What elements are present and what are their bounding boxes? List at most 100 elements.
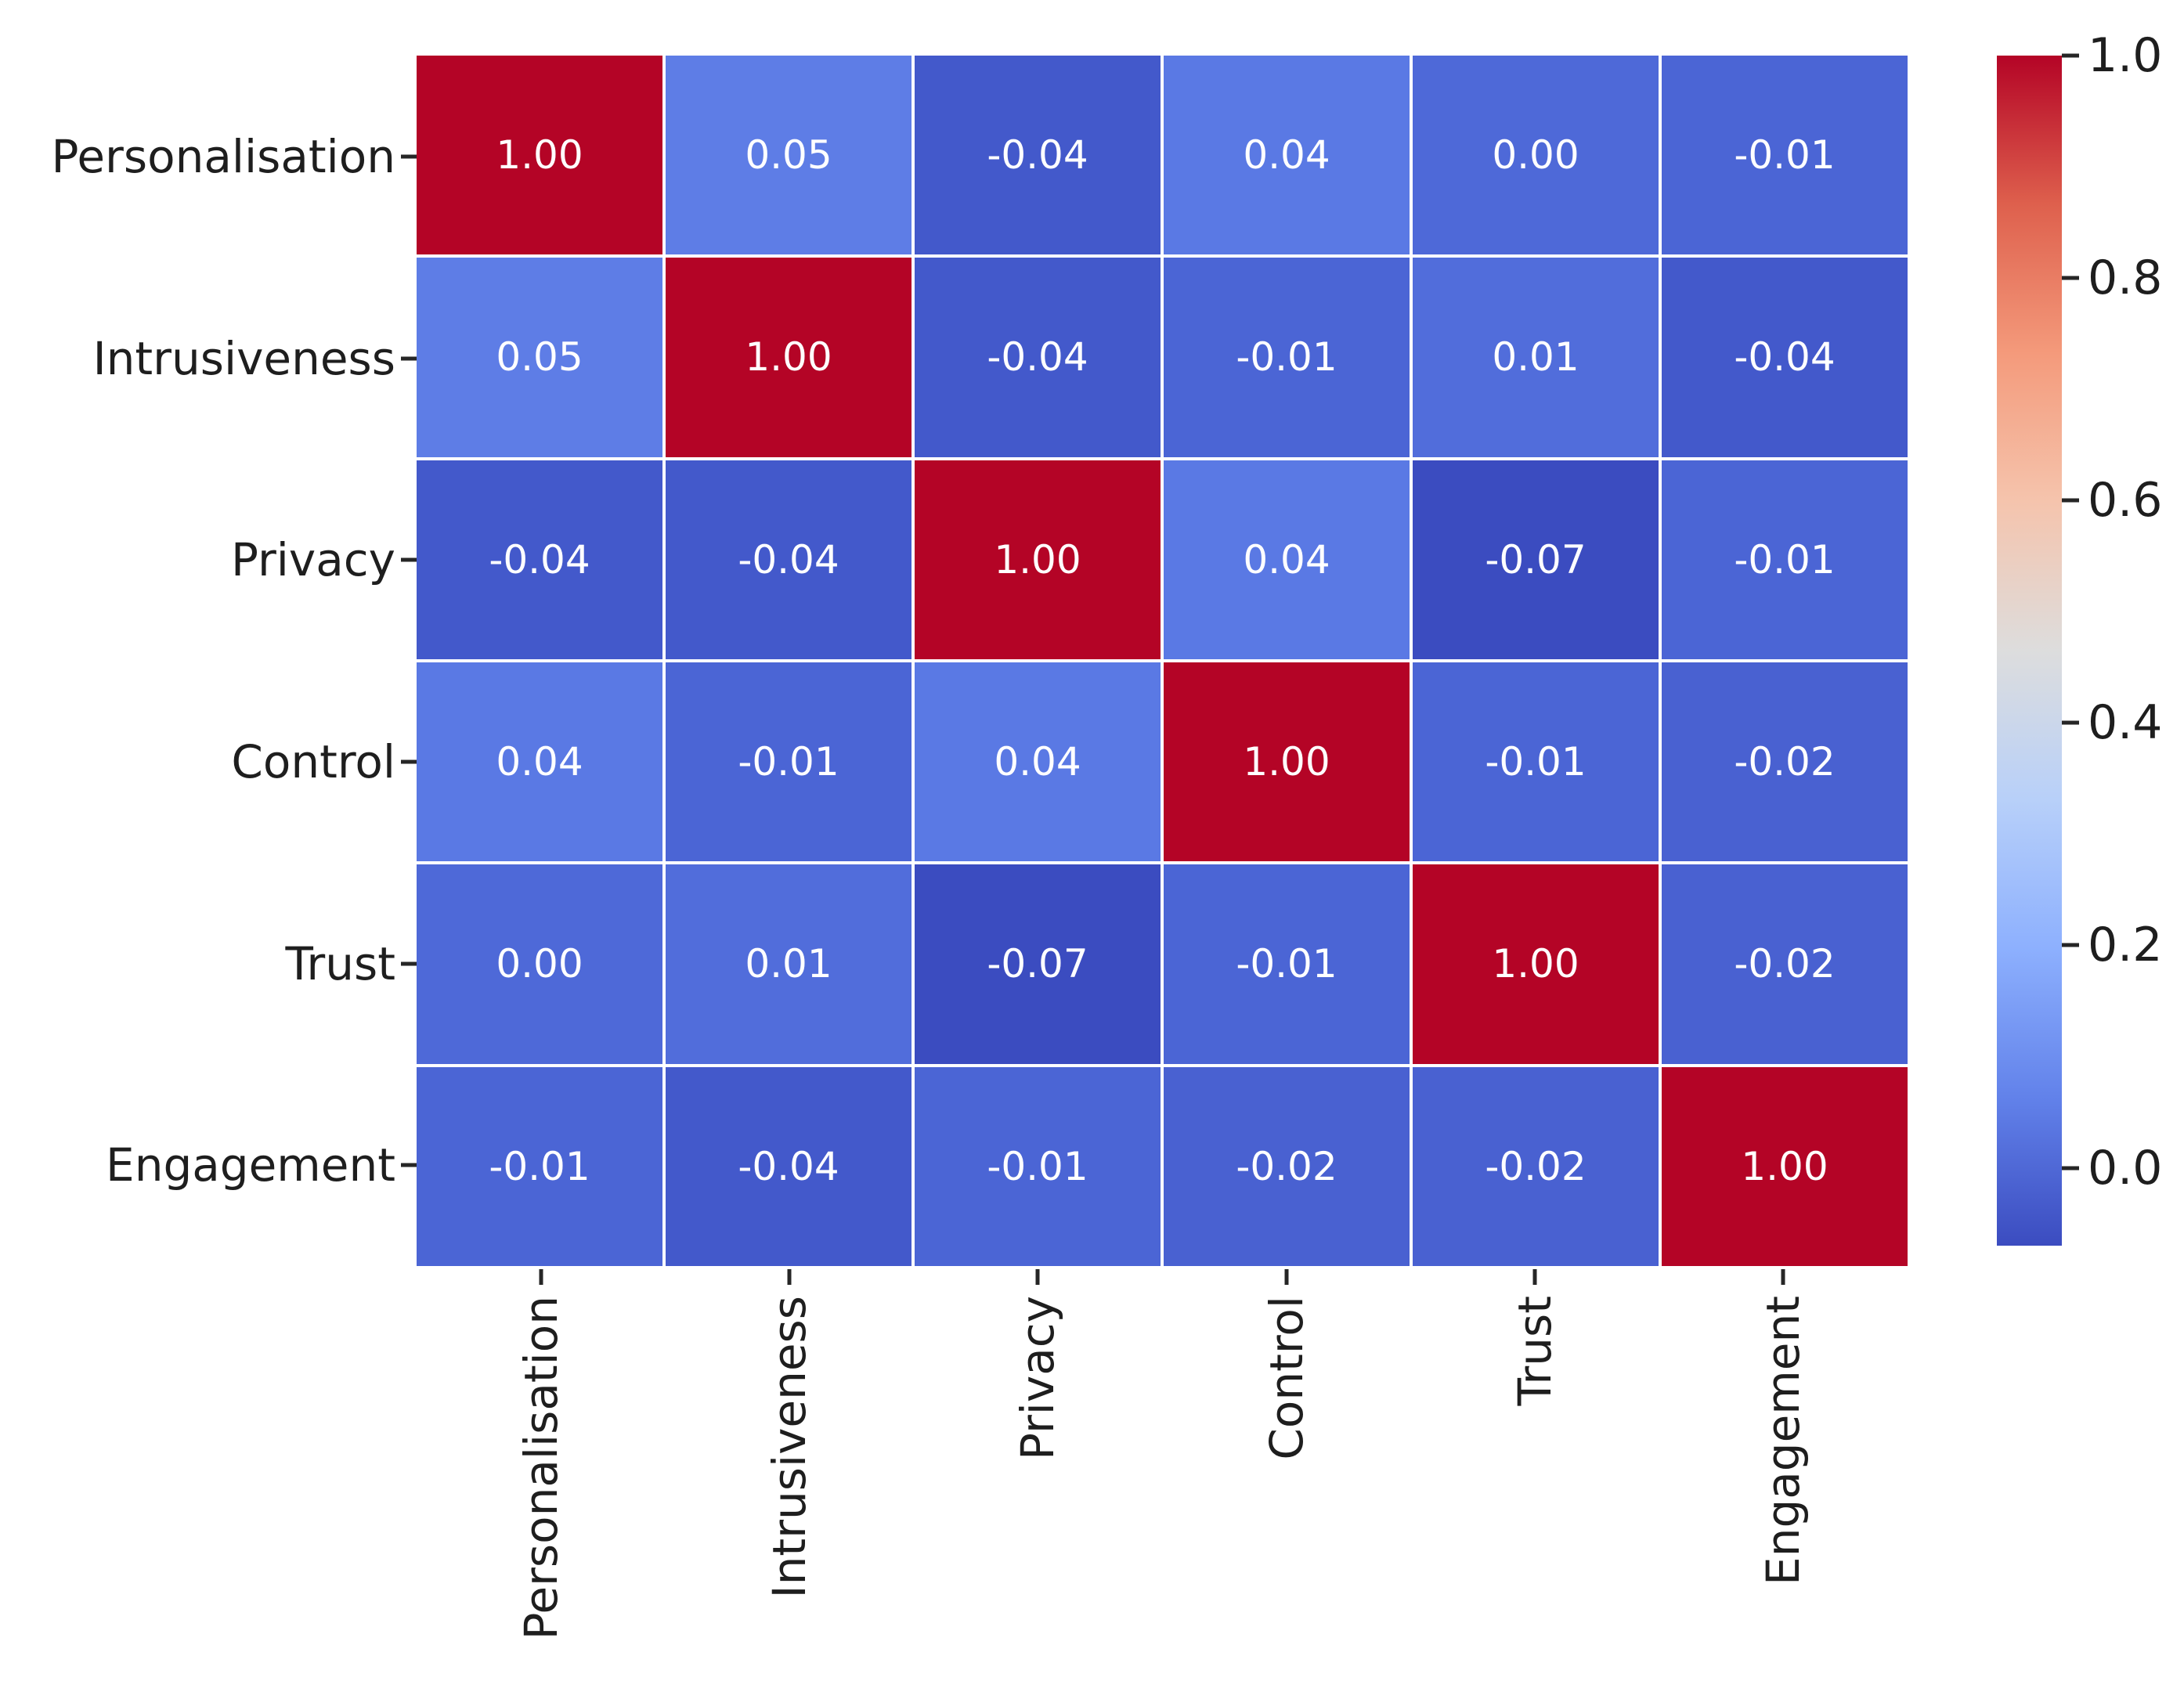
x-tick-mark — [1532, 1269, 1537, 1285]
x-tick-mark — [1781, 1269, 1785, 1285]
colorbar-tick-label-0.6: 0.6 — [2088, 473, 2163, 528]
colorbar-tick-mark — [2062, 720, 2079, 725]
heatmap-cell-Privacy-Trust: -0.07 — [1413, 460, 1659, 659]
heatmap-cell-Trust-Intrusiveness: 0.01 — [666, 864, 912, 1064]
y-tick-mark — [401, 356, 417, 360]
heatmap-cell-value: -0.04 — [987, 334, 1088, 381]
heatmap-cell-Personalisation-Trust: 0.00 — [1413, 56, 1659, 255]
heatmap-cell-Control-Intrusiveness: -0.01 — [666, 662, 912, 862]
heatmap-cell-value: -0.01 — [1734, 132, 1836, 179]
heatmap-cell-Trust-Privacy: -0.07 — [915, 864, 1161, 1064]
heatmap-cell-Intrusiveness-Personalisation: 0.05 — [417, 258, 662, 457]
heatmap-cell-Personalisation-Privacy: -0.04 — [915, 56, 1161, 255]
heatmap-cell-Personalisation-Intrusiveness: 0.05 — [666, 56, 912, 255]
colorbar-gradient — [1997, 56, 2062, 1246]
heatmap-cell-value: 1.00 — [1243, 739, 1330, 785]
heatmap-cell-value: -0.07 — [1485, 536, 1587, 583]
x-tick-mark — [1284, 1269, 1289, 1285]
y-axis-label-engagement: Engagement — [106, 1138, 395, 1192]
heatmap-grid: 1.00 0.05 -0.04 0.04 0.00 -0.01 0.05 1.00 -0.04 -… — [417, 56, 1908, 1266]
heatmap-cell-value: 0.04 — [1243, 132, 1330, 179]
heatmap-cell-Trust-Engagement: -0.02 — [1662, 864, 1908, 1064]
heatmap-cell-Engagement-Intrusiveness: -0.04 — [666, 1066, 912, 1266]
y-axis-label-trust: Trust — [285, 936, 395, 990]
x-axis-label-personalisation: Personalisation — [514, 1296, 568, 1640]
heatmap-cell-value: -0.04 — [738, 536, 839, 583]
heatmap-cell-value: -0.01 — [738, 739, 839, 785]
y-tick-mark — [401, 154, 417, 159]
heatmap-cell-value: -0.02 — [1485, 1143, 1587, 1189]
x-tick-mark — [787, 1269, 792, 1285]
heatmap-cell-value: -0.07 — [987, 941, 1088, 987]
y-tick-mark — [401, 1163, 417, 1167]
x-axis-label-engagement: Engagement — [1756, 1296, 1810, 1585]
heatmap-cell-value: 1.00 — [994, 536, 1081, 583]
y-axis-label-privacy: Privacy — [231, 533, 395, 587]
heatmap-cell-Control-Control: 1.00 — [1164, 662, 1410, 862]
heatmap-cell-Intrusiveness-Privacy: -0.04 — [915, 258, 1161, 457]
heatmap-cell-value: 0.04 — [994, 739, 1081, 785]
heatmap-cell-Control-Personalisation: 0.04 — [417, 662, 662, 862]
colorbar-tick-label-0.0: 0.0 — [2088, 1140, 2163, 1196]
heatmap-cell-Trust-Personalisation: 0.00 — [417, 864, 662, 1064]
heatmap-cell-Privacy-Privacy: 1.00 — [915, 460, 1161, 659]
y-tick-mark — [401, 961, 417, 965]
heatmap-cell-value: 0.01 — [745, 941, 832, 987]
colorbar-tick-label-0.8: 0.8 — [2088, 251, 2163, 306]
heatmap-cell-Engagement-Engagement: 1.00 — [1662, 1066, 1908, 1266]
heatmap-cell-Engagement-Privacy: -0.01 — [915, 1066, 1161, 1266]
heatmap-cell-value: 0.00 — [1492, 132, 1579, 179]
colorbar-tick-mark — [2062, 498, 2079, 503]
heatmap-cell-Privacy-Engagement: -0.01 — [1662, 460, 1908, 659]
heatmap-cell-value: 0.05 — [496, 334, 583, 381]
x-axis-label-privacy: Privacy — [1011, 1296, 1065, 1460]
heatmap-cell-value: -0.01 — [489, 1143, 590, 1189]
heatmap-cell-value: -0.02 — [1734, 739, 1836, 785]
heatmap-cell-value: -0.01 — [1734, 536, 1836, 583]
heatmap-cell-value: 1.00 — [745, 334, 832, 381]
heatmap-cell-value: 0.00 — [496, 941, 583, 987]
x-axis-label-trust: Trust — [1508, 1296, 1561, 1406]
heatmap-cell-Privacy-Control: 0.04 — [1164, 460, 1410, 659]
heatmap-cell-value: 1.00 — [496, 132, 583, 179]
heatmap-cell-value: -0.01 — [1236, 941, 1337, 987]
heatmap-cell-Privacy-Personalisation: -0.04 — [417, 460, 662, 659]
heatmap-cell-Privacy-Intrusiveness: -0.04 — [666, 460, 912, 659]
heatmap-cell-Intrusiveness-Intrusiveness: 1.00 — [666, 258, 912, 457]
heatmap-cell-Engagement-Personalisation: -0.01 — [417, 1066, 662, 1266]
colorbar-tick-mark — [2062, 53, 2079, 58]
heatmap-cell-Personalisation-Personalisation: 1.00 — [417, 56, 662, 255]
colorbar-tick-label-0.2: 0.2 — [2088, 918, 2163, 973]
heatmap-cell-value: 1.00 — [1492, 941, 1579, 987]
heatmap-cell-value: 0.05 — [745, 132, 832, 179]
heatmap-cell-value: -0.01 — [987, 1143, 1088, 1189]
colorbar-tick-mark — [2062, 943, 2079, 947]
heatmap-cell-value: -0.04 — [489, 536, 590, 583]
x-tick-mark — [539, 1269, 543, 1285]
heatmap-cell-value: -0.04 — [738, 1143, 839, 1189]
y-tick-mark — [401, 759, 417, 764]
heatmap-cell-Engagement-Control: -0.02 — [1164, 1066, 1410, 1266]
heatmap-cell-Control-Trust: -0.01 — [1413, 662, 1659, 862]
y-axis-label-personalisation: Personalisation — [51, 129, 395, 183]
heatmap-cell-value: -0.04 — [987, 132, 1088, 179]
heatmap-cell-value: -0.02 — [1734, 941, 1836, 987]
heatmap-cell-Engagement-Trust: -0.02 — [1413, 1066, 1659, 1266]
heatmap-cell-value: -0.04 — [1734, 334, 1836, 381]
x-axis-label-control: Control — [1259, 1296, 1313, 1460]
heatmap-cell-Personalisation-Engagement: -0.01 — [1662, 56, 1908, 255]
x-axis-label-intrusiveness: Intrusiveness — [763, 1296, 816, 1599]
y-axis-label-intrusiveness: Intrusiveness — [92, 331, 395, 385]
y-axis-label-control: Control — [231, 734, 395, 788]
heatmap-cell-value: 0.04 — [496, 739, 583, 785]
heatmap-cell-Control-Privacy: 0.04 — [915, 662, 1161, 862]
heatmap-cell-value: 0.01 — [1492, 334, 1579, 381]
x-tick-mark — [1035, 1269, 1040, 1285]
colorbar-tick-mark — [2062, 276, 2079, 280]
heatmap-cell-Intrusiveness-Trust: 0.01 — [1413, 258, 1659, 457]
heatmap-cell-value: -0.01 — [1485, 739, 1587, 785]
heatmap-cell-Intrusiveness-Engagement: -0.04 — [1662, 258, 1908, 457]
heatmap-cell-Personalisation-Control: 0.04 — [1164, 56, 1410, 255]
y-tick-mark — [401, 557, 417, 562]
